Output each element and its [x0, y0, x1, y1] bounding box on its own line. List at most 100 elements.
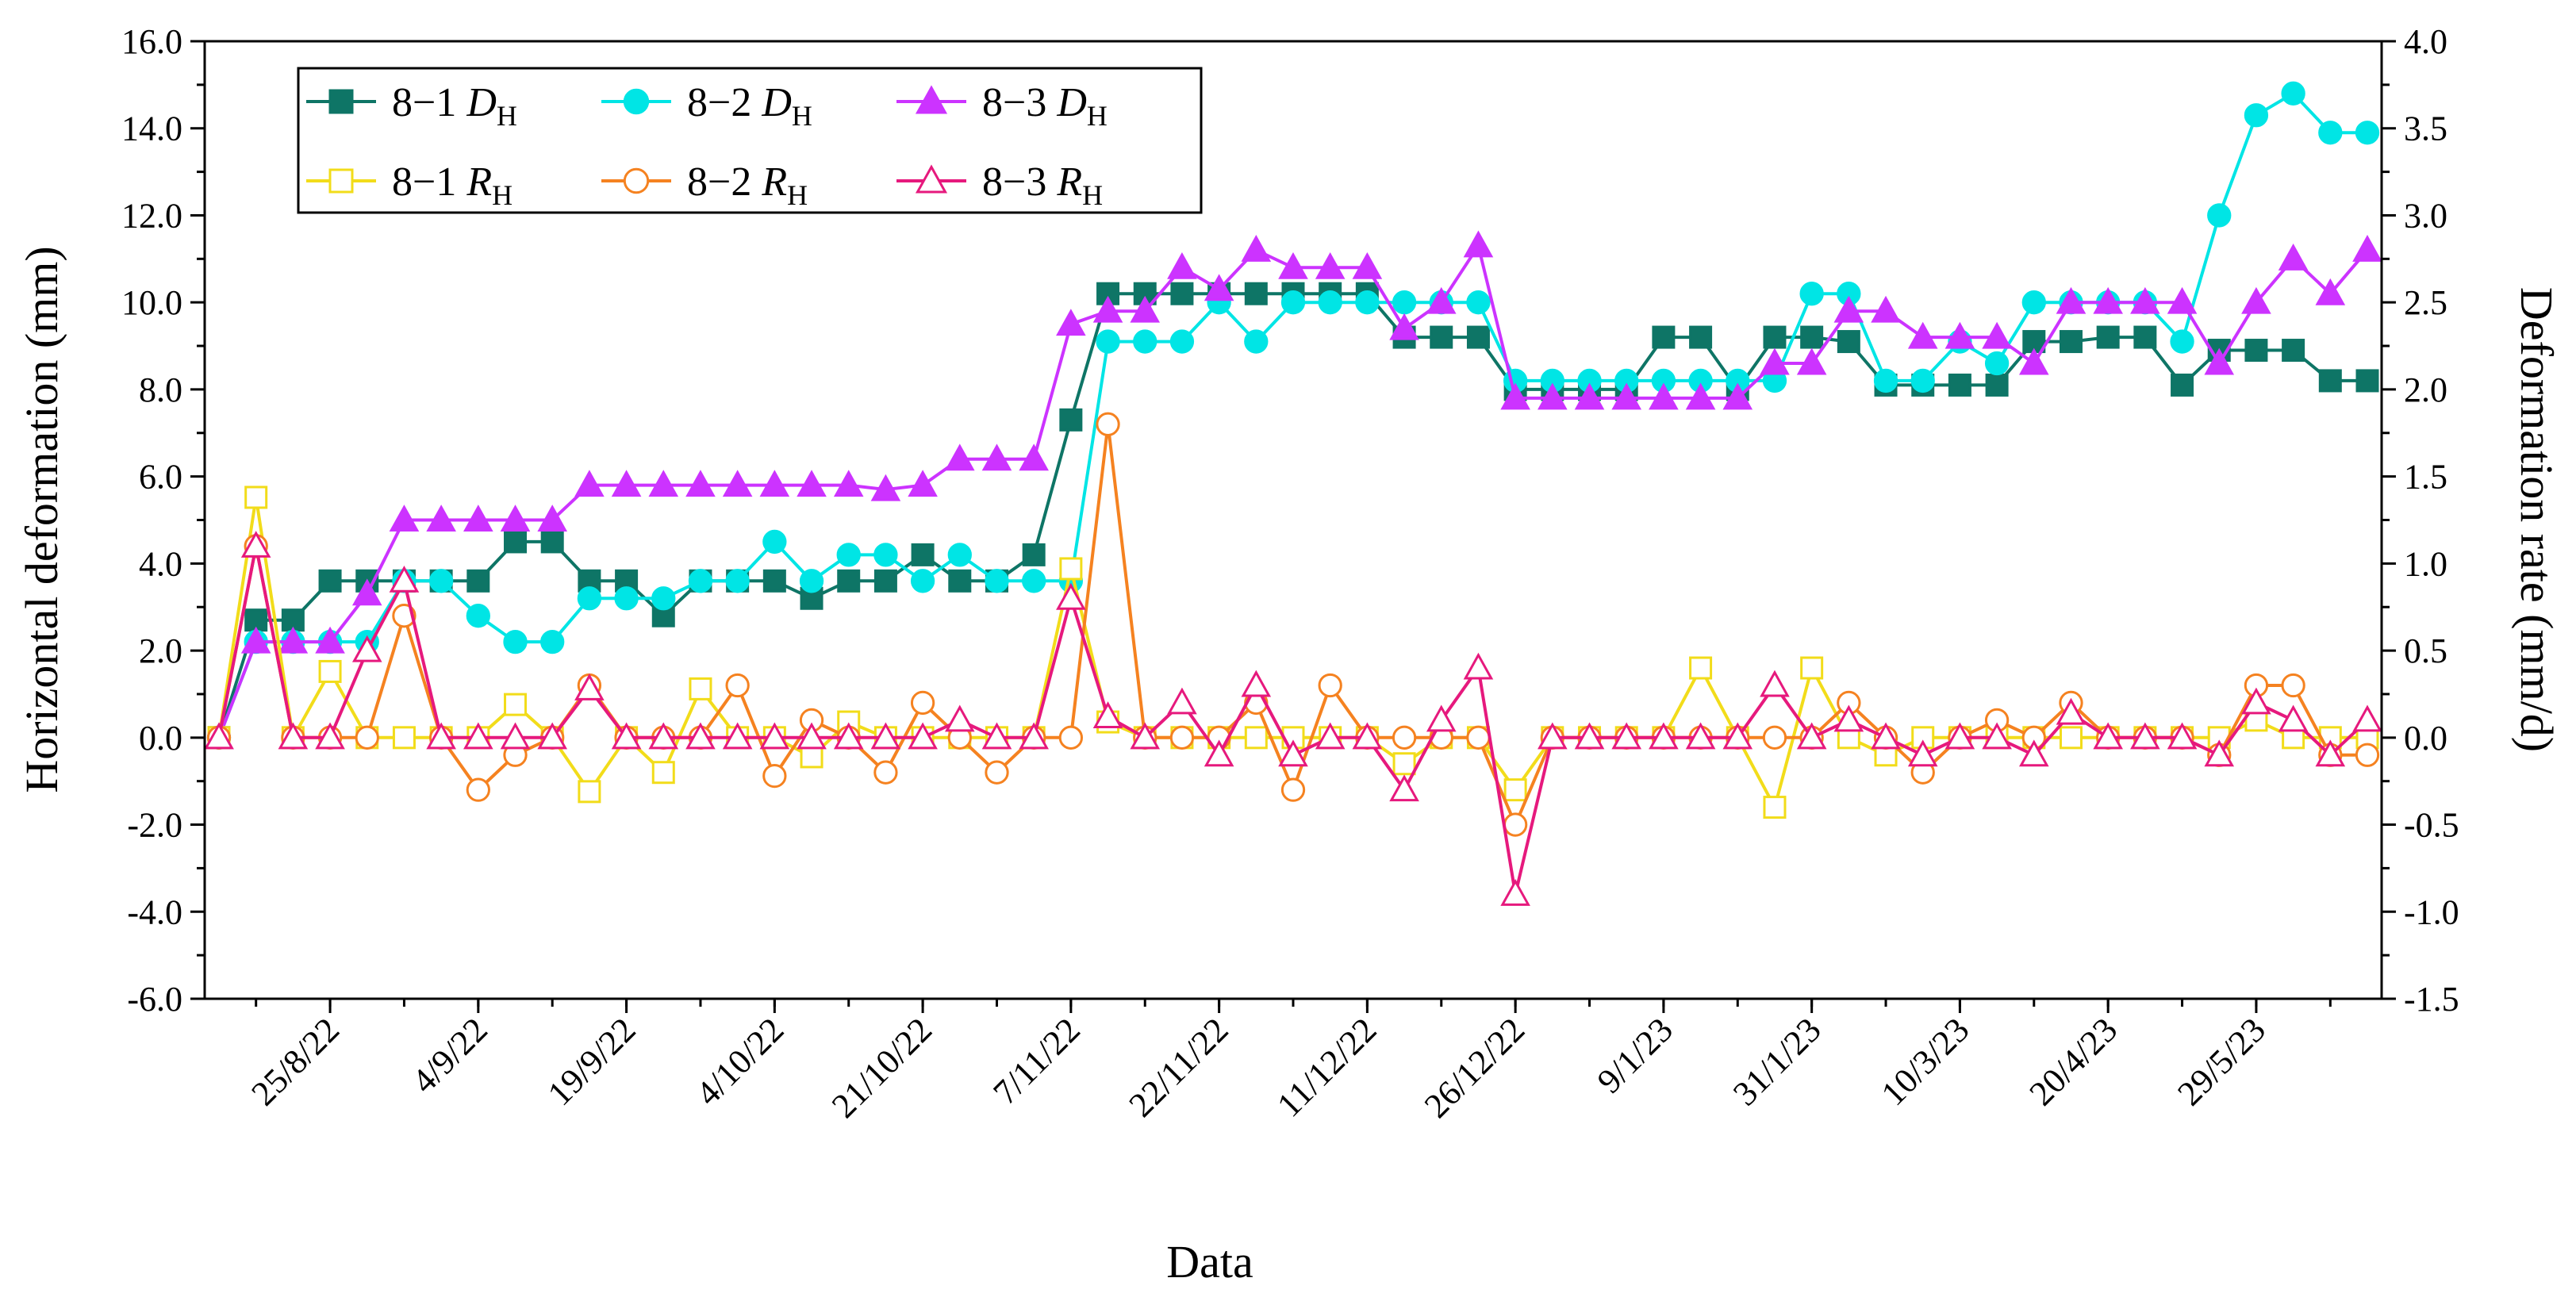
data-point [278, 626, 309, 654]
data-point [836, 543, 861, 567]
y-right-tick-label: 0.5 [2404, 631, 2447, 670]
legend-item: 8−2 DH [601, 80, 812, 132]
y-right-tick-label: 2.5 [2404, 283, 2447, 322]
data-point [315, 722, 345, 750]
data-point [722, 470, 753, 497]
data-point [1056, 582, 1086, 610]
data-point [762, 569, 786, 593]
data-point [1096, 412, 1120, 436]
data-point [2130, 286, 2160, 314]
data-point [1392, 752, 1416, 776]
data-point [1685, 722, 1716, 750]
data-point [1204, 739, 1234, 767]
data-point [1092, 701, 1123, 728]
data-point [1315, 251, 1346, 279]
data-point [1278, 739, 1308, 767]
data-point [873, 543, 898, 567]
data-point [463, 722, 493, 750]
data-point [1019, 722, 1049, 750]
data-point [870, 722, 901, 750]
y-left-tick-label: 6.0 [139, 458, 182, 497]
data-point [797, 722, 827, 750]
series-line [217, 241, 2369, 739]
data-point [1315, 722, 1346, 750]
data-point [463, 505, 493, 532]
data-point [1019, 443, 1049, 471]
data-point [2056, 697, 2087, 725]
data-point [1204, 274, 1234, 301]
data-point [2171, 373, 2194, 397]
data-point [1389, 774, 1419, 802]
legend-label: 8−2 DH [687, 80, 812, 132]
y-left-tick-label: 10.0 [121, 283, 182, 322]
data-point [1022, 569, 1046, 593]
y-right-tick-label: -1.0 [2404, 892, 2459, 931]
data-point [1056, 309, 1086, 336]
data-point [614, 586, 639, 611]
data-point [2133, 325, 2157, 349]
data-point [1982, 722, 2012, 750]
data-point [2355, 121, 2380, 145]
data-point [1426, 286, 1457, 314]
data-point [204, 722, 234, 750]
data-point [392, 726, 416, 750]
data-point [2244, 103, 2269, 128]
legend-label: 8−1 DH [392, 80, 517, 132]
data-point [1096, 329, 1120, 354]
data-point [2130, 722, 2160, 750]
data-point [466, 777, 490, 802]
data-point [578, 780, 601, 804]
data-point [910, 690, 935, 716]
data-point [1574, 722, 1605, 750]
data-point [1355, 290, 1380, 315]
data-point [1833, 295, 1864, 323]
data-point [1169, 329, 1195, 354]
x-tick-label: 7/11/22 [985, 1010, 1088, 1112]
data-point [689, 677, 712, 700]
data-point [1059, 408, 1083, 432]
data-point [1837, 330, 1860, 354]
data-point [240, 531, 271, 558]
x-tick-label: 11/12/22 [1269, 1010, 1384, 1124]
data-point [351, 578, 382, 606]
data-point [1689, 325, 1713, 349]
data-point [725, 673, 750, 698]
data-point [2282, 339, 2305, 363]
data-point [574, 674, 605, 700]
legend-marker [623, 167, 650, 194]
data-point [1944, 321, 1975, 349]
data-point [466, 604, 490, 628]
data-point [2281, 81, 2305, 106]
data-point [1762, 725, 1787, 750]
data-point [1244, 282, 1268, 305]
data-point [2059, 330, 2083, 354]
data-point [1611, 382, 1642, 410]
data-point [1907, 321, 1938, 349]
x-tick-label: 19/9/22 [540, 1010, 643, 1113]
data-point [800, 745, 823, 769]
data-point [574, 470, 605, 497]
data-point [1982, 321, 2012, 349]
data-point [1280, 777, 1306, 802]
data-point [1910, 368, 1935, 393]
y-left-tick-label: 14.0 [121, 109, 182, 148]
data-point [278, 722, 309, 750]
series-5 [206, 412, 2380, 837]
data-point [1689, 656, 1713, 680]
data-point [799, 569, 824, 593]
y-left-tick-label: 0.0 [139, 719, 182, 758]
data-point [1241, 235, 1272, 262]
data-point [837, 569, 861, 593]
data-point [2204, 347, 2235, 375]
data-point [1503, 778, 1527, 802]
data-point [1244, 726, 1268, 750]
data-point [1500, 382, 1530, 410]
data-point [1463, 230, 1494, 258]
data-point [2278, 704, 2309, 732]
legend-item: 8−1 DH [306, 80, 517, 132]
data-point [1760, 347, 1790, 375]
data-point [503, 629, 528, 654]
data-point [1611, 722, 1642, 750]
y-left-tick-label: 8.0 [139, 370, 182, 409]
data-point [1763, 325, 1787, 349]
